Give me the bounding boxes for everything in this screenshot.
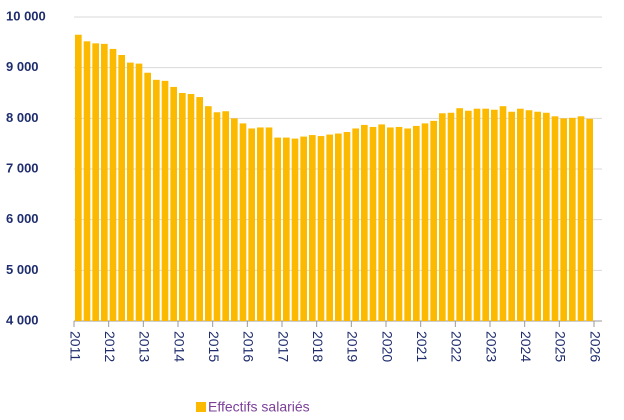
y-tick-label: 5 000 <box>6 262 39 277</box>
bar <box>447 112 455 321</box>
x-tick-label: 2014 <box>171 331 187 362</box>
x-tick-label: 2019 <box>345 331 361 362</box>
bar <box>560 118 567 321</box>
bar <box>135 63 143 321</box>
bar <box>369 126 377 322</box>
legend-label: Effectifs salariés <box>208 399 310 415</box>
bar <box>309 135 316 321</box>
bar <box>421 123 429 322</box>
bar <box>274 137 281 321</box>
bar <box>213 112 221 322</box>
bar <box>551 116 559 321</box>
bar <box>144 72 151 321</box>
bar <box>326 134 333 321</box>
y-tick-label: 9 000 <box>6 59 39 74</box>
bar <box>257 127 264 321</box>
x-tick-label: 2023 <box>483 331 499 362</box>
x-tick-label: 2011 <box>67 331 83 361</box>
bar <box>335 133 342 321</box>
bar <box>205 106 212 321</box>
bar <box>491 109 498 321</box>
x-tick-label: 2017 <box>275 331 291 362</box>
x-tick-label: 2013 <box>137 331 153 362</box>
bar <box>395 126 403 322</box>
bar <box>83 41 91 321</box>
bar <box>482 108 489 321</box>
bar <box>283 137 290 321</box>
bar <box>118 55 125 321</box>
bar <box>543 112 550 321</box>
x-tick-label: 2016 <box>241 331 257 362</box>
bar <box>291 138 299 321</box>
bar <box>456 108 463 321</box>
x-tick-label: 2020 <box>379 331 395 362</box>
bar <box>378 124 385 321</box>
bar <box>317 136 325 321</box>
bar <box>265 127 273 321</box>
bar <box>239 123 247 322</box>
bar <box>179 93 186 321</box>
bar <box>75 34 82 321</box>
bar <box>361 124 368 321</box>
bar <box>473 108 481 321</box>
y-tick-label: 8 000 <box>6 110 39 125</box>
x-tick-label: 2015 <box>206 331 222 362</box>
bar <box>577 116 585 321</box>
x-tick-label: 2012 <box>102 331 118 362</box>
bar <box>534 111 541 321</box>
bar <box>404 128 411 321</box>
x-tick-label: 2025 <box>553 331 569 362</box>
legend-swatch <box>196 402 206 412</box>
bar <box>499 106 507 321</box>
bar <box>92 43 99 321</box>
x-tick-label: 2018 <box>310 331 326 362</box>
bar <box>413 125 420 321</box>
bar <box>153 79 160 322</box>
bar <box>300 136 307 321</box>
bar <box>465 110 472 321</box>
bar <box>525 110 533 321</box>
bar <box>170 86 177 321</box>
bar <box>127 62 134 321</box>
y-tick-label: 7 000 <box>6 160 39 175</box>
x-tick-label: 2021 <box>414 331 430 362</box>
y-tick-label: 10 000 <box>6 8 46 23</box>
bar <box>569 117 576 322</box>
y-tick-label: 4 000 <box>6 312 39 327</box>
bar <box>352 128 359 321</box>
bar <box>439 113 446 322</box>
bar <box>222 111 229 322</box>
bar <box>586 118 593 321</box>
bar <box>248 128 255 321</box>
bar <box>109 48 117 322</box>
bar <box>101 43 108 321</box>
bar <box>508 111 515 321</box>
bar <box>187 94 195 321</box>
bar <box>343 132 351 321</box>
bar <box>387 127 394 321</box>
y-tick-label: 6 000 <box>6 211 39 226</box>
bar <box>231 118 238 321</box>
bar <box>517 108 524 321</box>
x-tick-label: 2026 <box>587 331 603 362</box>
x-tick-label: 2022 <box>449 331 465 362</box>
bar <box>430 120 437 321</box>
bar <box>161 80 169 321</box>
bar <box>196 97 203 321</box>
x-tick-label: 2024 <box>518 331 534 362</box>
